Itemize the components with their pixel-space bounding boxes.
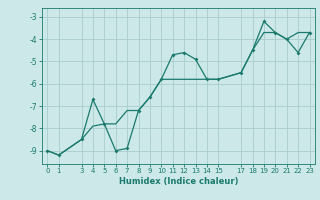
- X-axis label: Humidex (Indice chaleur): Humidex (Indice chaleur): [119, 177, 238, 186]
